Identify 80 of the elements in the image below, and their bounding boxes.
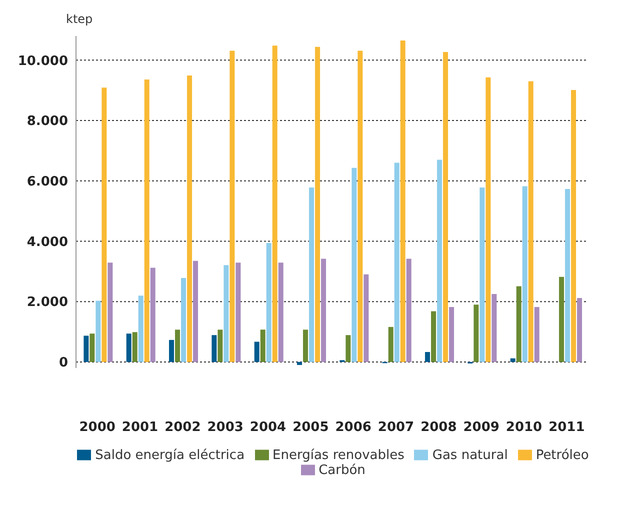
bar bbox=[559, 276, 564, 362]
x-tick-label: 2006 bbox=[335, 420, 372, 435]
bar bbox=[480, 188, 485, 362]
bar bbox=[437, 160, 442, 362]
bar bbox=[175, 330, 180, 362]
bar bbox=[303, 330, 308, 362]
bar bbox=[406, 258, 412, 362]
bar bbox=[571, 90, 576, 362]
bar bbox=[534, 307, 540, 362]
bar bbox=[90, 334, 95, 362]
bar bbox=[193, 260, 198, 362]
bar bbox=[230, 50, 235, 362]
bar bbox=[212, 335, 217, 362]
x-tick-label: 2010 bbox=[506, 420, 542, 435]
bar bbox=[84, 336, 89, 362]
bar bbox=[492, 294, 497, 362]
bar bbox=[528, 81, 534, 362]
y-axis-title: ktep bbox=[66, 12, 93, 26]
bar bbox=[108, 262, 113, 362]
bar bbox=[388, 326, 394, 362]
bar bbox=[260, 330, 266, 362]
legend-label: Carbón bbox=[318, 463, 366, 478]
bar bbox=[102, 88, 107, 362]
bar bbox=[516, 286, 522, 362]
y-tick-label: 0 bbox=[58, 356, 68, 371]
x-tick-label: 2003 bbox=[207, 420, 244, 435]
bar bbox=[522, 186, 528, 362]
legend-label: Petróleo bbox=[536, 448, 589, 463]
bar bbox=[236, 262, 241, 362]
bar bbox=[431, 311, 436, 362]
x-tick-label: 2011 bbox=[548, 420, 585, 435]
y-tick-label: 10.000 bbox=[18, 54, 68, 69]
bar bbox=[187, 76, 192, 362]
x-tick-label: 2008 bbox=[420, 420, 457, 435]
bar bbox=[443, 52, 448, 362]
bar bbox=[138, 296, 144, 362]
bar bbox=[297, 362, 302, 365]
bar bbox=[394, 162, 400, 362]
bar bbox=[364, 274, 369, 362]
bar bbox=[144, 79, 150, 362]
bar bbox=[486, 77, 491, 362]
bar bbox=[254, 342, 260, 362]
bar bbox=[132, 332, 138, 362]
x-tick-label: 2009 bbox=[463, 420, 500, 435]
bar bbox=[169, 340, 174, 362]
bar bbox=[272, 46, 278, 362]
legend-label: Gas natural bbox=[432, 448, 508, 463]
bar bbox=[358, 50, 363, 362]
bar bbox=[474, 304, 479, 362]
x-tick-label: 2002 bbox=[164, 420, 201, 435]
y-tick-label: 8.000 bbox=[26, 114, 68, 130]
x-tick-label: 2004 bbox=[250, 420, 286, 435]
bar bbox=[565, 189, 570, 362]
legend-label: Saldo energía eléctrica bbox=[95, 448, 245, 463]
bar bbox=[510, 358, 516, 362]
bar bbox=[218, 330, 223, 362]
y-tick-label: 2.000 bbox=[26, 295, 68, 310]
bar bbox=[96, 300, 101, 362]
x-tick-label: 2000 bbox=[79, 420, 116, 435]
bar bbox=[150, 268, 156, 362]
x-tick-label: 2001 bbox=[122, 420, 158, 435]
x-tick-label: 2005 bbox=[292, 420, 329, 435]
bar bbox=[449, 307, 454, 362]
bar bbox=[309, 188, 314, 362]
bar bbox=[181, 278, 186, 362]
bar bbox=[315, 46, 320, 362]
bar bbox=[278, 262, 284, 362]
bar bbox=[126, 334, 132, 362]
legend-label: Energías renovables bbox=[272, 448, 404, 463]
y-tick-label: 4.000 bbox=[26, 234, 68, 250]
bar bbox=[346, 335, 351, 362]
x-tick-label: 2007 bbox=[378, 420, 414, 435]
bar bbox=[352, 168, 357, 362]
bar bbox=[400, 40, 406, 362]
y-tick-label: 6.000 bbox=[26, 174, 68, 190]
bar bbox=[425, 352, 430, 362]
bar bbox=[577, 298, 582, 362]
bar bbox=[224, 265, 229, 362]
bar bbox=[266, 243, 272, 362]
bar bbox=[321, 258, 326, 362]
